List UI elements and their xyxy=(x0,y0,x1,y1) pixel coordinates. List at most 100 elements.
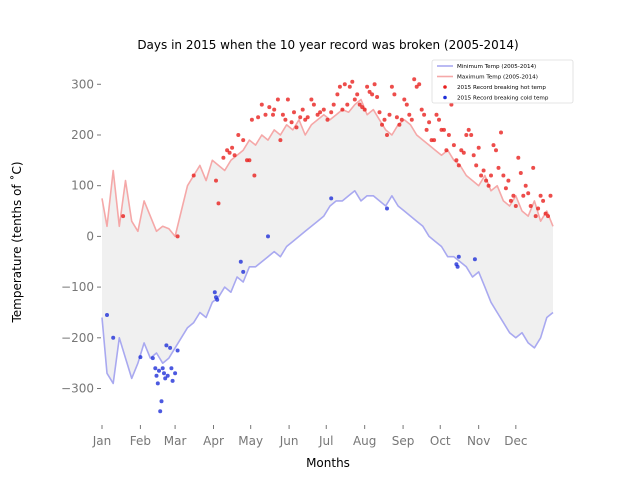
cold-point xyxy=(158,409,163,414)
hot-point xyxy=(331,102,336,107)
x-axis: Jan Feb Mar Apr May Jun Jul Aug Sep Oct Nov Dec xyxy=(92,425,527,448)
hot-point xyxy=(546,214,550,219)
hot-point xyxy=(446,133,451,137)
hot-point xyxy=(414,84,419,89)
series-line-max xyxy=(101,98,554,238)
hot-point xyxy=(241,138,246,143)
hot-point xyxy=(232,153,237,158)
hot-point xyxy=(402,97,407,102)
cold-point xyxy=(329,196,334,201)
hot-point xyxy=(357,102,362,107)
hot-point xyxy=(501,173,506,178)
hot-point xyxy=(491,143,496,148)
hot-point xyxy=(175,234,180,239)
y-tick-label: 200 xyxy=(71,128,94,142)
legend-label: Maximum Temp (2005-2014) xyxy=(457,75,538,81)
hot-point xyxy=(309,97,314,102)
hot-point xyxy=(476,145,481,150)
hot-point xyxy=(321,107,326,112)
hot-point xyxy=(387,112,392,117)
hot-point xyxy=(283,117,288,122)
hot-point xyxy=(311,102,316,107)
hot-point xyxy=(303,117,308,122)
hot-point xyxy=(409,117,414,122)
hot-point xyxy=(267,105,272,110)
hot-point xyxy=(538,193,543,198)
x-tick-label: Dec xyxy=(504,434,527,448)
hot-point xyxy=(523,183,528,188)
hot-point xyxy=(256,115,261,120)
cold-point xyxy=(455,264,460,269)
hot-point xyxy=(471,153,476,158)
hot-point xyxy=(380,122,384,127)
cold-point xyxy=(266,234,270,239)
hot-point xyxy=(399,117,404,122)
hot-point xyxy=(432,138,437,143)
x-tick-label: Oct xyxy=(430,434,451,448)
hot-point xyxy=(536,206,541,211)
hot-point xyxy=(300,107,305,112)
hot-point xyxy=(412,77,417,82)
hot-point xyxy=(214,178,218,183)
hot-point xyxy=(247,158,252,163)
hot-point xyxy=(372,82,377,87)
hot-point xyxy=(464,133,469,137)
hot-point xyxy=(511,193,516,198)
cold-point xyxy=(164,343,169,348)
hot-point xyxy=(360,105,365,110)
hot-point xyxy=(377,110,382,115)
cold-point xyxy=(150,356,155,361)
hot-point xyxy=(427,120,432,125)
cold-point xyxy=(385,206,389,211)
hot-point xyxy=(459,148,464,153)
cold-point xyxy=(215,297,220,302)
cold-point xyxy=(160,366,165,371)
hot-point xyxy=(278,138,283,143)
legend-frame xyxy=(431,59,574,104)
legend: Minimum Temp (2005-2014) Maximum Temp (20… xyxy=(431,59,574,104)
hot-points xyxy=(121,77,553,239)
x-tick-label: Apr xyxy=(203,434,224,448)
hot-point xyxy=(271,112,275,117)
hot-point xyxy=(548,193,553,198)
hot-point xyxy=(345,102,350,107)
legend-label: 2015 Record breaking hot temp xyxy=(457,85,546,91)
legend-label: 2015 Record breaking cold temp xyxy=(457,96,549,102)
x-tick-label: Nov xyxy=(467,434,490,448)
hot-point xyxy=(541,198,546,203)
hot-point xyxy=(397,122,402,127)
hot-point xyxy=(419,107,424,112)
hot-point xyxy=(342,82,347,87)
hot-point xyxy=(404,102,409,107)
cold-point xyxy=(153,366,158,371)
hot-point xyxy=(451,143,456,148)
x-tick-label: Sep xyxy=(392,434,415,448)
cold-point xyxy=(238,259,243,264)
y-axis: −300 −200 −100 0 100 200 300 xyxy=(61,77,101,396)
cold-points xyxy=(105,196,477,414)
hot-point xyxy=(461,150,466,155)
cold-point xyxy=(175,348,180,353)
hot-point xyxy=(350,79,355,84)
x-tick-label: Jan xyxy=(92,434,112,448)
cold-point xyxy=(472,257,477,262)
cold-point xyxy=(170,378,175,383)
y-axis-label: Temperature (tenths of ˚C) xyxy=(9,161,24,323)
hot-point xyxy=(216,201,221,206)
hot-point xyxy=(230,145,235,150)
hot-point xyxy=(481,168,486,173)
hot-point xyxy=(285,97,290,102)
y-tick-label: −300 xyxy=(61,382,94,396)
cold-point xyxy=(241,269,246,274)
hot-point xyxy=(352,97,357,102)
hot-point xyxy=(121,214,126,219)
hot-point xyxy=(499,130,503,135)
hot-point xyxy=(526,191,531,196)
y-tick-label: 0 xyxy=(86,229,94,243)
cold-point xyxy=(157,368,161,373)
hot-point xyxy=(389,84,394,89)
hot-point xyxy=(516,155,521,160)
x-tick-label: Mar xyxy=(164,434,187,448)
hot-point xyxy=(454,158,459,163)
min-max-band xyxy=(102,99,553,384)
